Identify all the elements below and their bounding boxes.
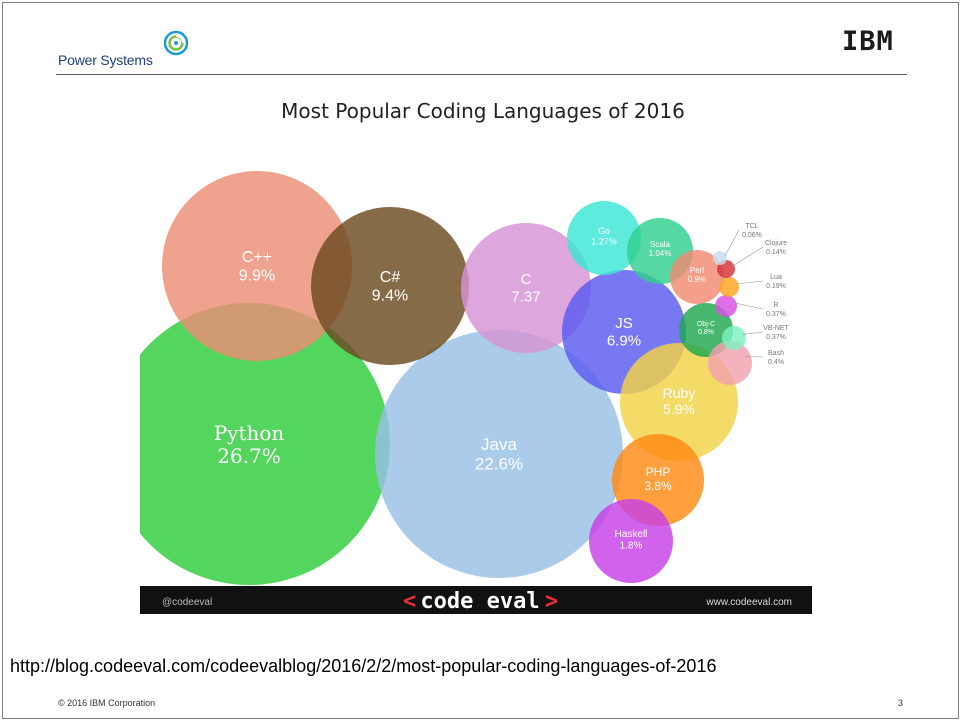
- bubble-c: [162, 171, 352, 361]
- bubble-java: [375, 330, 623, 578]
- bubble-value-haskell: 1.8%: [620, 541, 643, 552]
- chart-image: Most Popular Coding Languages of 2016 Py…: [108, 84, 812, 614]
- bubble-name-java: Java: [481, 435, 517, 454]
- header-rule: [56, 74, 907, 75]
- bubble-name-c: C#: [380, 269, 401, 286]
- bubble-name-go: Go: [598, 226, 610, 236]
- bubble-name-js: JS: [615, 315, 633, 332]
- bubble-value-js: 6.9%: [607, 332, 641, 349]
- callout-value-bash: 0.4%: [768, 359, 784, 366]
- bubble-name-python: Python: [214, 421, 285, 445]
- page-number: 3: [898, 698, 904, 708]
- callout-name-lua: Lua: [770, 274, 782, 281]
- callout-name-bash: Bash: [768, 350, 784, 357]
- bubble-chart: Most Popular Coding Languages of 2016 Py…: [108, 84, 812, 614]
- callout-line-r: [733, 302, 764, 310]
- bubble-c: [311, 207, 469, 365]
- bubble-value-scala: 1.04%: [649, 249, 672, 258]
- bubble-haskell: [589, 499, 673, 583]
- bubble-ruby: [620, 343, 738, 461]
- chart-title: Most Popular Coding Languages of 2016: [281, 99, 685, 123]
- callout-line-clojure: [732, 246, 764, 267]
- bubble-name-c: C: [521, 271, 532, 288]
- bubble-value-go: 1.27%: [591, 236, 617, 246]
- callout-line-vb-net: [742, 331, 764, 335]
- source-url[interactable]: http://blog.codeeval.com/codeevalblog/20…: [10, 656, 717, 676]
- bubble-value-obj-c: 0.8%: [698, 329, 714, 336]
- brand-name: Power Systems: [58, 52, 153, 68]
- callout-value-vb-net: 0.37%: [766, 334, 786, 341]
- callout-name-r: R: [773, 302, 778, 309]
- bubble-value-php: 3.8%: [644, 479, 672, 493]
- bubble-value-c: 7.37: [511, 288, 540, 305]
- codeeval-footer-bar: @codeeval < code eval > www.codeeval.com: [140, 586, 812, 614]
- callout-value-tcl: 0.06%: [742, 232, 762, 239]
- bubble-value-c: 9.4%: [372, 287, 408, 304]
- codeeval-logo-left: <: [403, 589, 416, 614]
- bubble-value-ruby: 5.9%: [663, 401, 695, 417]
- ibm-logo: IBM: [842, 26, 894, 57]
- bubble-tcl: [713, 251, 727, 265]
- bubble-c: [461, 223, 591, 353]
- bubble-go: [567, 201, 641, 275]
- bubble-value-perl: 0.9%: [688, 275, 706, 284]
- copyright: © 2016 IBM Corporation: [58, 698, 156, 708]
- bubble-name-php: PHP: [646, 465, 671, 479]
- bubble-obj-c: [679, 303, 733, 357]
- bubble-value-python: 26.7%: [217, 444, 281, 468]
- bubble-vb-net: [722, 326, 746, 350]
- callout-value-lua: 0.19%: [766, 283, 786, 290]
- power-systems-logo-icon: [163, 30, 189, 56]
- codeeval-logo-text: code eval: [420, 589, 539, 614]
- bubble-bash: [708, 341, 752, 385]
- bubble-lua: [719, 277, 739, 297]
- footer-bar-bg: [140, 586, 812, 614]
- bubble-perl: [670, 250, 724, 304]
- callout-name-vb-net: VB-NET: [763, 325, 789, 332]
- callout-line-lua: [735, 280, 764, 285]
- bubble-value-c: 9.9%: [239, 267, 275, 284]
- bubble-name-perl: Perl: [690, 266, 704, 275]
- codeeval-site: www.codeeval.com: [705, 597, 792, 608]
- bubble-name-obj-c: Obj-C: [697, 321, 715, 328]
- codeeval-handle: @codeeval: [162, 597, 212, 608]
- bubble-name-c: C++: [242, 249, 272, 266]
- callout-value-r: 0.37%: [766, 311, 786, 318]
- codeeval-logo-right: >: [545, 589, 558, 614]
- callout-name-tcl: TCL: [745, 223, 758, 230]
- bubble-python: [108, 303, 390, 585]
- callout-line-tcl: [724, 229, 740, 257]
- bubble-r: [715, 295, 737, 317]
- callout-name-clojure: Clojure: [765, 240, 787, 247]
- callout-line-bash: [745, 356, 764, 358]
- bubble-name-haskell: Haskell: [615, 529, 648, 540]
- callout-value-clojure: 0.14%: [766, 249, 786, 256]
- bubble-value-java: 22.6%: [475, 455, 523, 474]
- bubble-name-ruby: Ruby: [663, 385, 696, 401]
- bubble-name-scala: Scala: [650, 240, 671, 249]
